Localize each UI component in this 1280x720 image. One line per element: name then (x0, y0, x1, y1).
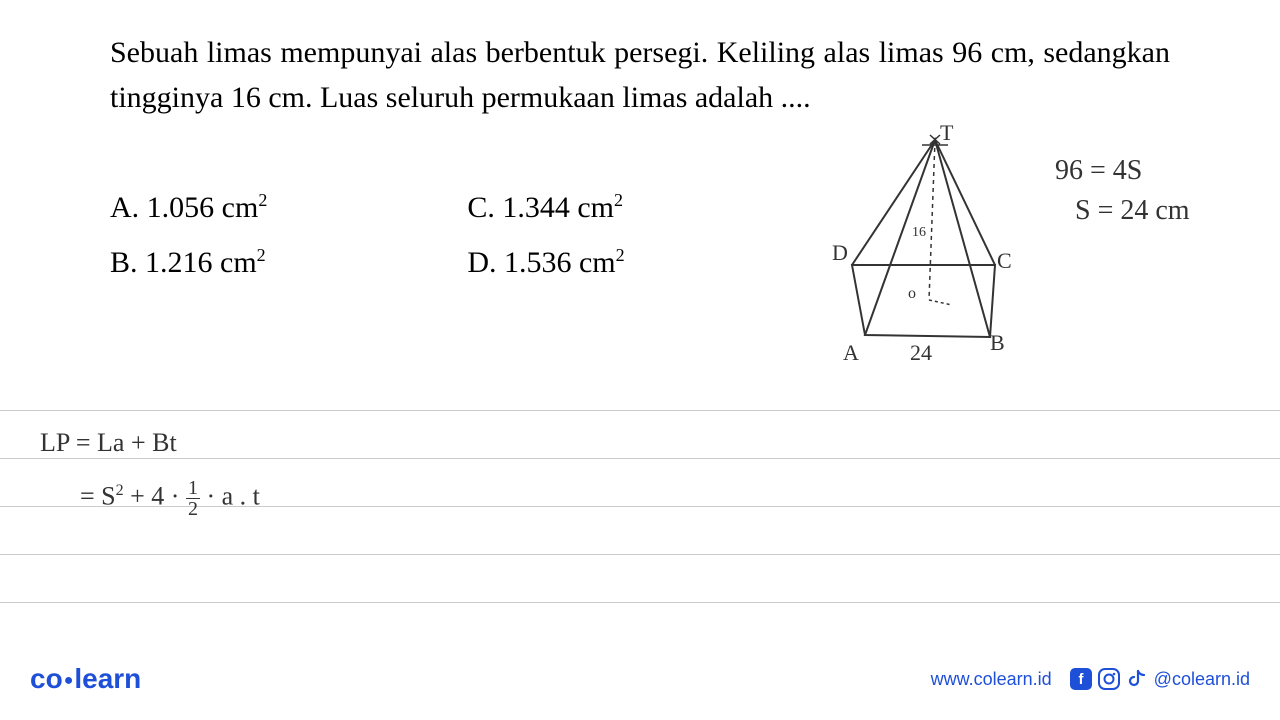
notebook-line (0, 602, 1280, 650)
work-line1: LP = La + Bt (40, 428, 177, 458)
instagram-icon (1098, 668, 1120, 690)
pyramid-label-o: o (908, 285, 916, 303)
notebook-line (0, 554, 1280, 602)
logo: co●learn (30, 663, 141, 695)
pyramid-diagram: T D C A B o 16 24 (840, 130, 1020, 370)
work-line2-end: · a . t (206, 481, 259, 510)
notebook-lines (0, 410, 1280, 650)
work-line2: = S2 + 4 · 1 2 · a . t (80, 478, 260, 519)
annotation-line2: S = 24 cm (1075, 195, 1190, 227)
social-block: f @colearn.id (1070, 668, 1250, 690)
facebook-icon: f (1070, 668, 1092, 690)
question-content: Sebuah limas mempunyai alas berbentuk pe… (0, 0, 1280, 280)
option-d-label: D. 1.536 cm (467, 246, 615, 279)
option-c: C. 1.344 cm2 (467, 190, 624, 225)
tiktok-icon (1126, 668, 1148, 690)
option-a: A. 1.056 cm2 (110, 190, 267, 225)
option-b-label: B. 1.216 cm (110, 246, 257, 279)
option-b-exp: 2 (257, 245, 266, 265)
pyramid-label-c: C (997, 248, 1012, 274)
frac-den: 2 (186, 499, 200, 519)
social-handle: @colearn.id (1154, 669, 1250, 690)
option-a-label: A. 1.056 cm (110, 191, 258, 224)
annotation-line1: 96 = 4S (1055, 155, 1142, 187)
website-url: www.colearn.id (931, 669, 1052, 690)
notebook-line (0, 410, 1280, 458)
pyramid-height: 16 (912, 225, 926, 241)
pyramid-label-t: T (940, 120, 953, 146)
logo-co: co (30, 663, 63, 694)
options-col-2: C. 1.344 cm2 D. 1.536 cm2 (467, 190, 624, 280)
option-c-exp: 2 (614, 190, 623, 210)
work-line2-exp: 2 (116, 482, 124, 499)
footer: co●learn www.colearn.id f @colearn.id (0, 663, 1280, 695)
work-line1-eq: = La + Bt (76, 428, 177, 457)
work-lhs: LP (40, 428, 69, 457)
option-a-exp: 2 (258, 190, 267, 210)
work-line2-rest: + 4 · (130, 481, 179, 510)
pyramid-label-a: A (843, 340, 859, 366)
frac-num: 1 (186, 478, 200, 499)
logo-learn: learn (74, 663, 141, 694)
option-c-label: C. 1.344 cm (467, 191, 614, 224)
pyramid-base: 24 (910, 340, 932, 366)
footer-right: www.colearn.id f @colearn.id (931, 668, 1250, 690)
question-text: Sebuah limas mempunyai alas berbentuk pe… (110, 30, 1170, 120)
option-b: B. 1.216 cm2 (110, 245, 267, 280)
option-d: D. 1.536 cm2 (467, 245, 624, 280)
option-d-exp: 2 (616, 245, 625, 265)
work-line2-eq: = S (80, 481, 116, 510)
logo-dot: ● (64, 672, 74, 689)
pyramid-label-d: D (832, 240, 848, 266)
options-col-1: A. 1.056 cm2 B. 1.216 cm2 (110, 190, 267, 280)
work-fraction: 1 2 (186, 478, 200, 519)
pyramid-label-b: B (990, 330, 1005, 356)
